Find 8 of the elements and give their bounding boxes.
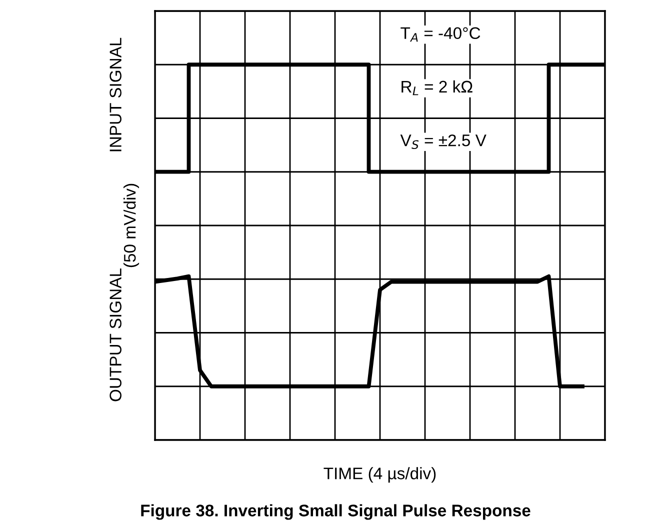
- text: INPUT SIGNAL: [110, 38, 122, 152]
- text: Figure 38. Inverting Small Signal Pulse Response: [141, 504, 530, 520]
- x-axis-title: TIME (4 µs/div): [324, 467, 436, 483]
- annotation: R$_{L}$ = 2 kΩ: [402, 80, 472, 96]
- text: OUTPUT SIGNAL: [110, 268, 122, 402]
- annotation: V$_{S}$ = ±2.5 V: [400, 134, 486, 150]
- y-axis-title: (50 mV/div): [123, 184, 140, 268]
- text: T$_{A}$ = -40°C: [400, 27, 480, 42]
